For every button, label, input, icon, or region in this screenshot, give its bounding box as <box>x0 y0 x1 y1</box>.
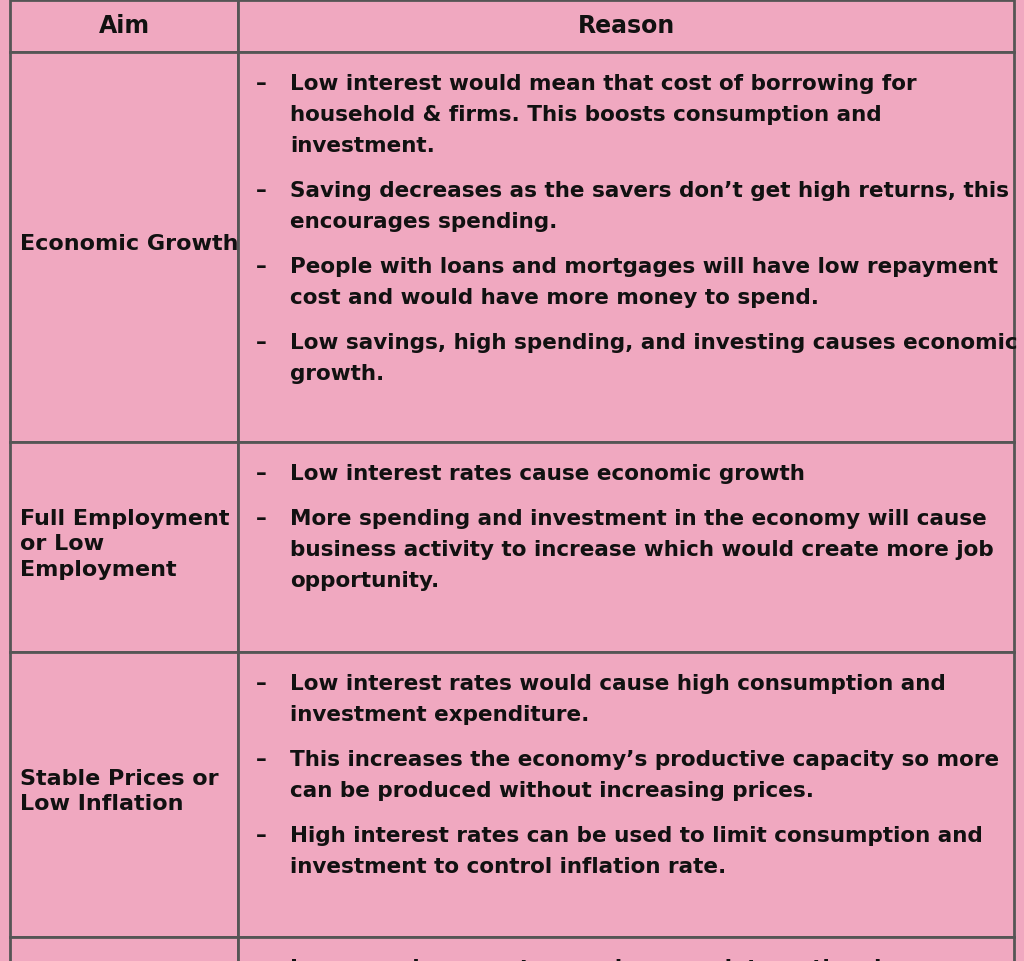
Text: Aim: Aim <box>98 14 150 38</box>
Text: Low savings, high spending, and investing causes economic: Low savings, high spending, and investin… <box>290 333 1018 353</box>
Bar <box>238 652 1014 937</box>
Text: business activity to increase which would create more job: business activity to increase which woul… <box>290 540 993 560</box>
Bar <box>238 0 1014 52</box>
Text: –: – <box>256 464 266 484</box>
Text: Lower exchange rates can increase international: Lower exchange rates can increase intern… <box>290 959 882 961</box>
Text: opportunity.: opportunity. <box>290 571 439 591</box>
Text: –: – <box>256 257 266 277</box>
Text: investment expenditure.: investment expenditure. <box>290 705 590 725</box>
Text: Saving decreases as the savers don’t get high returns, this: Saving decreases as the savers don’t get… <box>290 181 1009 201</box>
Bar <box>10 652 238 937</box>
Text: cost and would have more money to spend.: cost and would have more money to spend. <box>290 288 819 308</box>
Text: –: – <box>256 74 266 94</box>
Bar <box>238 52 1014 442</box>
Text: investment to control inflation rate.: investment to control inflation rate. <box>290 857 726 877</box>
Text: –: – <box>256 181 266 201</box>
Text: This increases the economy’s productive capacity so more: This increases the economy’s productive … <box>290 750 999 770</box>
Text: Employment: Employment <box>20 560 176 579</box>
Text: Low interest would mean that cost of borrowing for: Low interest would mean that cost of bor… <box>290 74 916 94</box>
Text: –: – <box>256 826 266 846</box>
Text: Low interest rates cause economic growth: Low interest rates cause economic growth <box>290 464 805 484</box>
Text: growth.: growth. <box>290 364 384 384</box>
Bar <box>10 52 238 442</box>
Text: Low interest rates would cause high consumption and: Low interest rates would cause high cons… <box>290 674 946 694</box>
Text: People with loans and mortgages will have low repayment: People with loans and mortgages will hav… <box>290 257 998 277</box>
Bar <box>10 937 238 961</box>
Bar <box>238 937 1014 961</box>
Text: or Low: or Low <box>20 534 104 554</box>
Text: –: – <box>256 959 266 961</box>
Text: –: – <box>256 674 266 694</box>
Text: encourages spending.: encourages spending. <box>290 212 557 232</box>
Text: –: – <box>256 333 266 353</box>
Text: Stable Prices or: Stable Prices or <box>20 769 219 789</box>
Text: Low Inflation: Low Inflation <box>20 795 183 815</box>
Text: Full Employment: Full Employment <box>20 508 229 529</box>
Text: –: – <box>256 509 266 529</box>
Text: can be produced without increasing prices.: can be produced without increasing price… <box>290 781 814 801</box>
Text: investment.: investment. <box>290 136 435 156</box>
Text: –: – <box>256 750 266 770</box>
Text: household & firms. This boosts consumption and: household & firms. This boosts consumpti… <box>290 105 882 125</box>
Bar <box>10 442 238 652</box>
Bar <box>10 0 238 52</box>
Text: High interest rates can be used to limit consumption and: High interest rates can be used to limit… <box>290 826 983 846</box>
Text: Reason: Reason <box>578 14 675 38</box>
Text: Economic Growth: Economic Growth <box>20 234 239 255</box>
Text: More spending and investment in the economy will cause: More spending and investment in the econ… <box>290 509 987 529</box>
Bar <box>238 442 1014 652</box>
